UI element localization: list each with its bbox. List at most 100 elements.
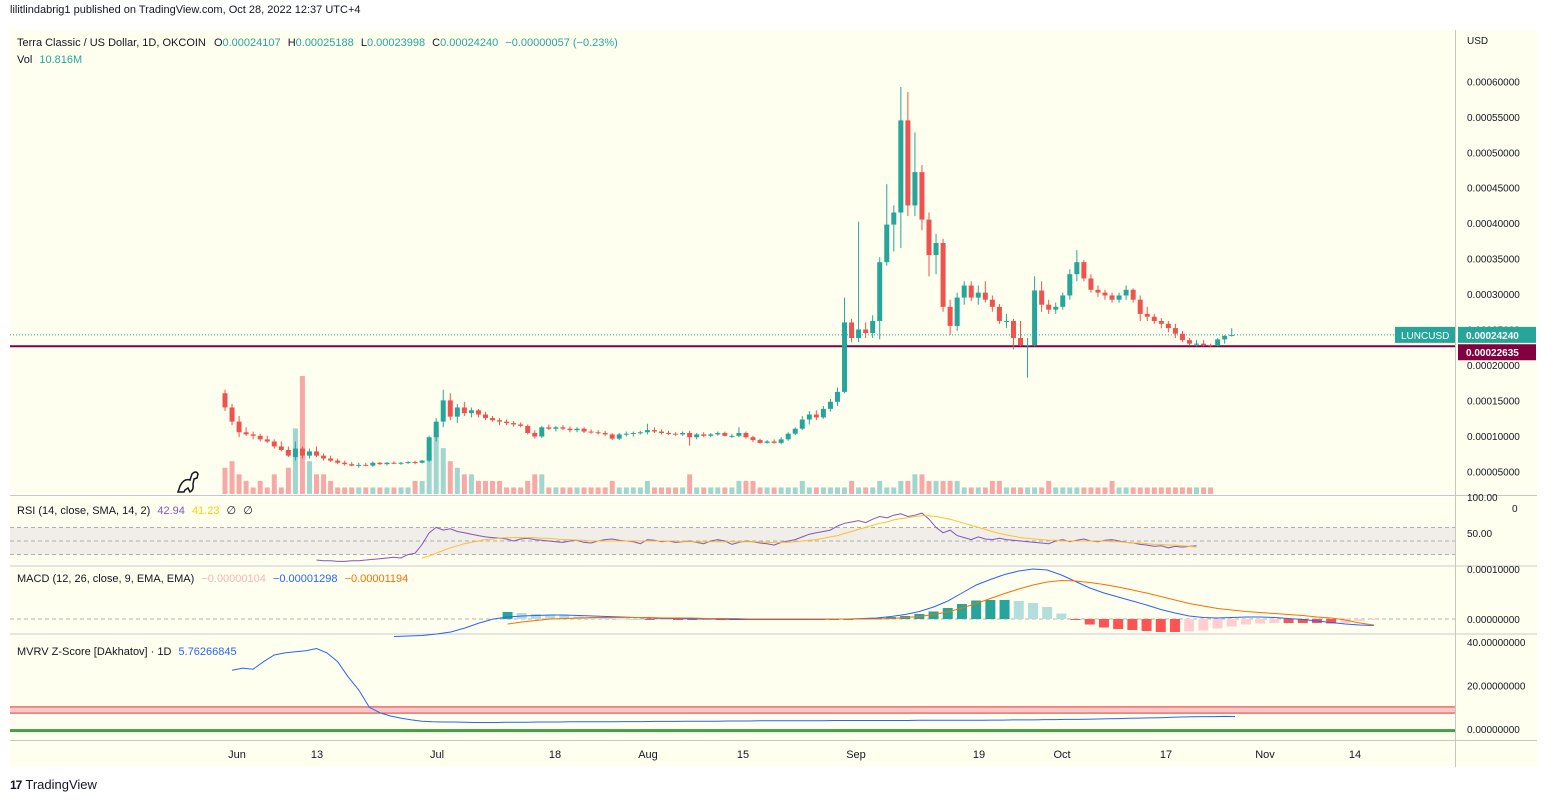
mvrv-line xyxy=(231,647,1236,723)
candle-body xyxy=(764,441,770,443)
time-tick-label: 15 xyxy=(737,749,749,761)
volume-bar xyxy=(616,487,622,494)
volume-bar xyxy=(525,480,531,494)
macd-histogram-bar xyxy=(1297,619,1308,623)
candle-body xyxy=(328,458,334,461)
rsi-legend[interactable]: RSI (14, close, SMA, 14, 2) 42.94 41.23 … xyxy=(17,505,253,517)
tradingview-footer[interactable]: 17 TradingView xyxy=(10,777,97,792)
volume-bar xyxy=(708,487,714,494)
candle-body xyxy=(1074,262,1080,275)
candle-body xyxy=(321,455,327,459)
candle-body xyxy=(504,421,510,424)
candle-body xyxy=(644,430,650,433)
candle-body xyxy=(1081,262,1087,279)
macd-histogram-bar xyxy=(687,619,698,620)
price-axis[interactable]: USD 0.00060000 0.00055000 0.00050000 0.00045… xyxy=(1395,36,1536,478)
volume-bar xyxy=(574,487,580,494)
symbol-tag xyxy=(1395,326,1455,343)
volume-bar xyxy=(314,474,320,494)
time-axis[interactable]: Jun 13 Jul 18 Aug 15 Sep 19 Oct 17 Nov 14 xyxy=(228,749,1361,761)
price-tick-label: 0.00015000 xyxy=(1467,396,1520,407)
candle-body xyxy=(525,425,531,433)
volume-bar xyxy=(1074,487,1080,494)
volume-bar xyxy=(849,480,855,494)
volume-bar xyxy=(792,487,798,494)
brand-name: TradingView xyxy=(25,777,97,792)
volume-bar xyxy=(1151,487,1157,494)
price-tick-label: 0.00045000 xyxy=(1467,184,1520,195)
candle-body xyxy=(750,437,756,441)
volume-bar xyxy=(497,480,503,494)
volume-bar xyxy=(637,487,643,494)
candle-body xyxy=(1018,337,1024,346)
mvrv-legend[interactable]: MVRV Z-Score [DAkhatov] · 1D 5.76266845 xyxy=(17,646,237,658)
horizontal-line[interactable] xyxy=(10,334,1455,348)
volume-bar xyxy=(482,480,488,494)
volume-bar xyxy=(363,487,369,494)
candle-body xyxy=(1067,274,1073,296)
candle-body xyxy=(264,439,270,442)
candle-body xyxy=(335,460,341,463)
macd-histogram-bar xyxy=(928,611,939,619)
macd-histogram-bar xyxy=(1184,619,1195,632)
volume-bar xyxy=(271,474,277,494)
macd-histogram-bar xyxy=(1042,607,1053,619)
candle-body xyxy=(708,434,714,436)
volume-bar xyxy=(321,474,327,494)
volume-bar xyxy=(687,474,693,494)
candle-body xyxy=(1046,304,1052,310)
candle-body xyxy=(419,460,425,463)
macd-histogram-bar xyxy=(1141,619,1152,631)
time-tick-label: Jun xyxy=(228,749,246,761)
volume-bar xyxy=(827,487,833,494)
volume-bar xyxy=(743,480,749,494)
price-tick-label: 0.00055000 xyxy=(1467,113,1520,124)
volume-bar xyxy=(532,474,538,494)
symbol-legend[interactable]: Terra Classic / US Dollar, 1D, OKCOIN O0… xyxy=(17,37,618,49)
candle-body xyxy=(433,421,439,438)
macd-histogram-bar xyxy=(1340,619,1351,623)
volume-bar xyxy=(243,480,249,494)
candle-body xyxy=(1151,316,1157,321)
macd-histogram-bar xyxy=(1113,619,1124,629)
price-tick-label: 0.00020000 xyxy=(1467,361,1520,372)
volume-bar xyxy=(1186,487,1192,494)
candle-body xyxy=(532,432,538,437)
volume-bar xyxy=(870,487,876,494)
volume-bar xyxy=(595,487,601,494)
volume-bar xyxy=(884,487,890,494)
time-tick-label: 14 xyxy=(1349,749,1361,761)
mvrv-pane: 40.00000000 20.00000000 0.00000000 xyxy=(10,638,1526,736)
volume-bar xyxy=(356,487,362,494)
candle-body xyxy=(553,427,559,429)
volume-bar xyxy=(1018,487,1024,494)
candle-body xyxy=(1010,320,1016,338)
candle-body xyxy=(651,430,657,432)
candle-body xyxy=(560,427,566,429)
candle-body xyxy=(637,432,643,434)
volume-bar xyxy=(250,487,256,494)
candle-body xyxy=(567,428,573,431)
price-tick-label: 0.00030000 xyxy=(1467,290,1520,301)
macd-legend[interactable]: MACD (12, 26, close, 9, EMA, EMA) −0.000… xyxy=(17,573,408,585)
volume-bar xyxy=(306,461,312,494)
price-tick-label: 0.00035000 xyxy=(1467,255,1520,266)
volume-bar xyxy=(1109,480,1115,494)
candle-body xyxy=(933,243,939,256)
volume-bar xyxy=(820,487,826,494)
volume-legend[interactable]: Vol 10.816M xyxy=(17,54,82,66)
volume-bar xyxy=(468,474,474,494)
time-tick-label: 17 xyxy=(1160,749,1172,761)
candle-body xyxy=(722,432,728,436)
volume-bar xyxy=(1046,480,1052,494)
candle-body xyxy=(1222,335,1228,340)
candle-body xyxy=(539,427,545,437)
macd-histogram-bar xyxy=(1226,619,1237,627)
candle-body xyxy=(250,434,256,436)
candle-body xyxy=(1208,345,1214,347)
candle-body xyxy=(306,451,312,456)
candlesticks xyxy=(222,87,1235,468)
macd-histogram-bar xyxy=(601,618,612,619)
macd-histogram-bar xyxy=(1098,619,1109,628)
